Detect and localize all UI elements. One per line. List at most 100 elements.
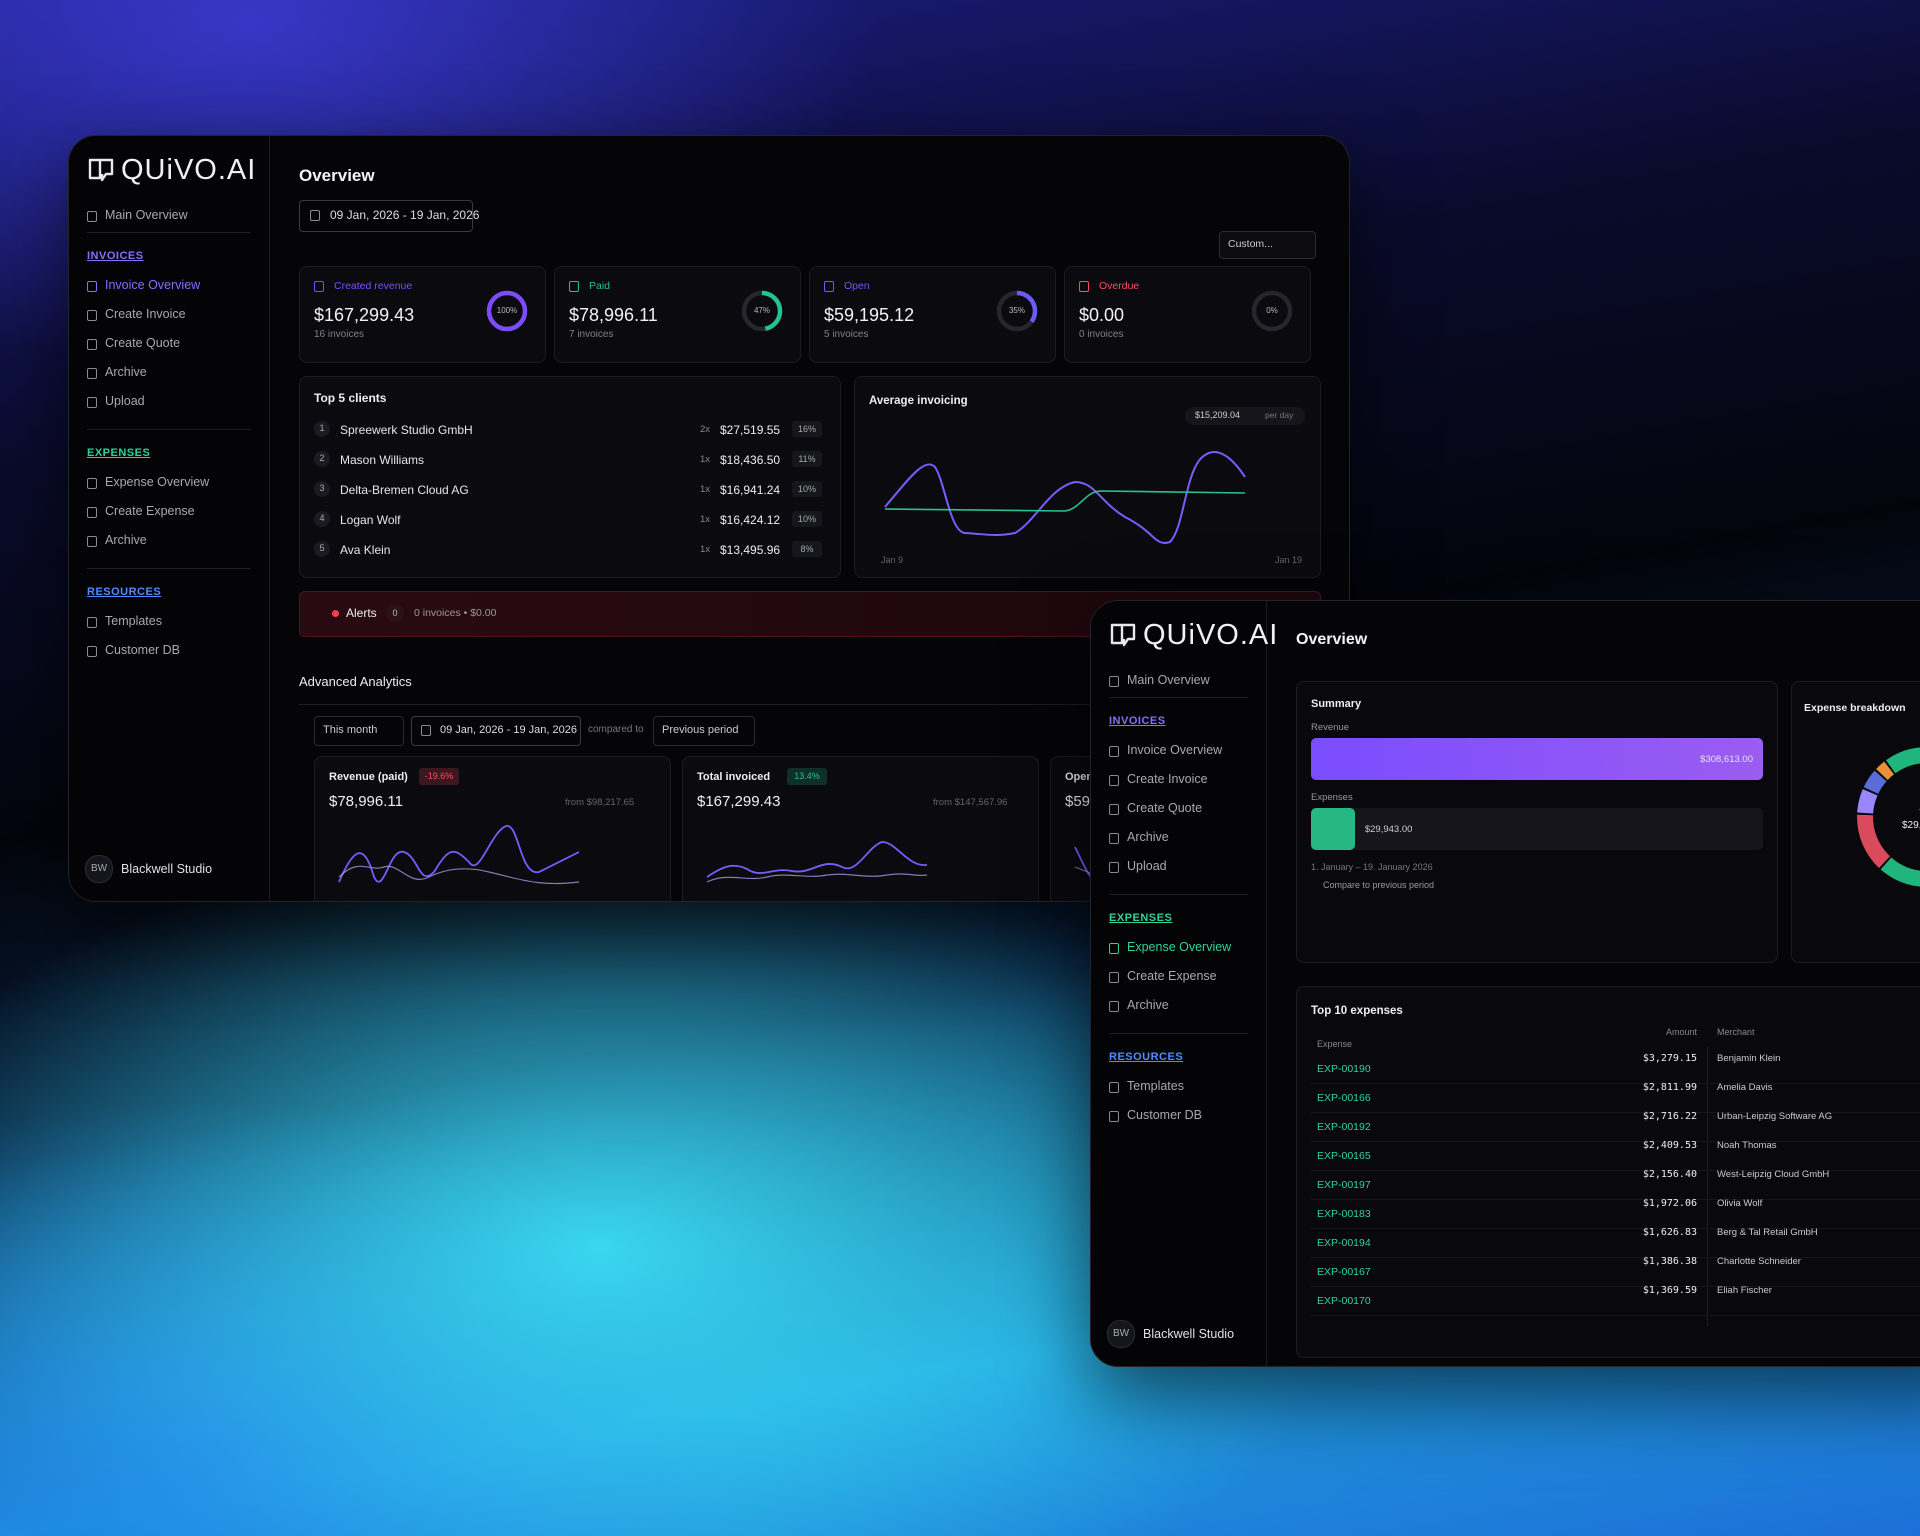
change-value: 13.4% <box>794 771 820 781</box>
merchant: Noah Thomas <box>1717 1140 1777 1151</box>
card-title: Total invoiced <box>697 771 771 783</box>
divider <box>299 704 1319 705</box>
nav-item[interactable]: Upload <box>1127 859 1167 873</box>
alert-dot <box>332 610 339 617</box>
icon <box>87 281 97 292</box>
date-picker[interactable]: 09 Jan, 2026 - 19 Jan, 2026 <box>299 200 479 232</box>
compare-toggle[interactable]: Compare to previous period <box>1323 880 1435 890</box>
expense-amount: $1,626.83 <box>1642 1227 1697 1238</box>
nav-item[interactable]: Create Invoice <box>105 307 186 321</box>
graphic <box>1110 623 1136 647</box>
nav-item[interactable]: Archive <box>105 533 147 547</box>
nav-item[interactable]: Create Quote <box>105 336 181 350</box>
client-share: 10% <box>797 514 816 524</box>
donut-label: 100% <box>496 306 518 315</box>
client-name: Logan Wolf <box>340 513 401 527</box>
donut-arc <box>486 290 528 332</box>
bar-label: Revenue <box>1311 722 1350 733</box>
client-name: Ava Klein <box>340 543 391 557</box>
row-divider <box>1311 1228 1920 1229</box>
icon <box>87 339 97 350</box>
graphic <box>88 158 114 182</box>
nav-item[interactable]: Customer DB <box>105 643 181 657</box>
nav-item[interactable]: Invoice Overview <box>1127 743 1223 757</box>
row-divider <box>1311 1257 1920 1258</box>
icon <box>310 210 320 221</box>
nav-item[interactable]: Archive <box>1127 998 1169 1012</box>
analytics-card: Total invoiced 13.4% $167,299.43 from $147,… <box>682 756 1039 901</box>
row-divider <box>1311 1286 1920 1287</box>
expense-id[interactable]: EXP-00170 <box>1317 1295 1371 1307</box>
nav-item[interactable]: Templates <box>105 614 162 628</box>
donut-segment <box>1857 747 1920 887</box>
client-name: Mason Williams <box>340 453 425 467</box>
graphic <box>884 451 1246 544</box>
nav-item[interactable]: Upload <box>105 394 145 408</box>
nav-item[interactable]: Create Expense <box>105 504 195 518</box>
icon <box>1079 281 1089 292</box>
nav-item[interactable]: Templates <box>1127 1079 1184 1093</box>
graphic <box>741 290 783 332</box>
card-amount: $78,996.11 <box>329 793 403 810</box>
icon <box>87 646 97 657</box>
period-select[interactable]: This month <box>314 716 404 746</box>
average-invoicing-card: Average invoicing $15,209.04 per day Jan 9 J… <box>854 376 1321 578</box>
merchant: Amelia Davis <box>1717 1082 1773 1093</box>
expense-amount: $2,811.99 <box>1642 1082 1697 1093</box>
avatar <box>1107 1320 1135 1348</box>
donut-arc <box>741 290 783 332</box>
rank: 5 <box>319 543 325 553</box>
donut-label: 47% <box>753 306 770 315</box>
nav-item[interactable]: Main Overview <box>1127 673 1210 687</box>
compare-select[interactable]: Previous period <box>653 716 755 746</box>
user-name[interactable]: Blackwell Studio <box>121 862 213 876</box>
column-divider <box>1707 1047 1708 1327</box>
rank: 2 <box>319 453 325 463</box>
icon <box>1109 1001 1119 1012</box>
trend-line <box>884 490 1246 512</box>
kpi-card: Open $59,195.12 5 invoices 35% <box>809 266 1056 363</box>
date-picker[interactable]: 09 Jan, 2026 - 19 Jan, 2026 <box>411 716 581 746</box>
expense-id[interactable]: EXP-00194 <box>1317 1237 1371 1249</box>
logo-icon <box>88 158 114 182</box>
merchant: Urban-Leipzig Software AG <box>1717 1111 1833 1122</box>
alerts-detail: 0 invoices • $0.00 <box>414 607 497 619</box>
nav-item[interactable]: Invoice Overview <box>105 278 201 292</box>
icon <box>1109 1082 1119 1093</box>
date-range: 09 Jan, 2026 - 19 Jan, 2026 <box>330 208 480 222</box>
sparkline <box>338 825 580 883</box>
nav-item[interactable]: Expense Overview <box>105 475 210 489</box>
expense-id[interactable]: EXP-00166 <box>1317 1092 1371 1104</box>
expense-id[interactable]: EXP-00197 <box>1317 1179 1371 1191</box>
nav-item[interactable]: Expense Overview <box>1127 940 1232 954</box>
select-value: This month <box>323 724 378 736</box>
section-title: Advanced Analytics <box>299 674 412 689</box>
previous-amount: from $147,567.96 <box>933 797 1008 808</box>
nav-item[interactable]: Main Overview <box>105 208 188 222</box>
expense-id[interactable]: EXP-00165 <box>1317 1150 1371 1162</box>
expense-id[interactable]: EXP-00167 <box>1317 1266 1371 1278</box>
icon <box>569 281 579 292</box>
icon <box>87 507 97 518</box>
nav-item[interactable]: Archive <box>105 365 147 379</box>
kpi-card: Paid $78,996.11 7 invoices 47% <box>554 266 801 363</box>
period-select[interactable]: Custom... <box>1219 231 1316 259</box>
nav-item[interactable]: Create Invoice <box>1127 772 1208 786</box>
donut-label: 35% <box>1008 306 1025 315</box>
icon <box>1109 804 1119 815</box>
nav-item[interactable]: Customer DB <box>1127 1108 1203 1122</box>
client-amount: $13,495.96 <box>720 543 781 557</box>
kpi-amount: $167,299.43 <box>314 305 415 325</box>
alerts-count: 0 <box>392 608 398 618</box>
expense-id[interactable]: EXP-00192 <box>1317 1121 1371 1133</box>
expense-id[interactable]: EXP-00183 <box>1317 1208 1371 1220</box>
count-pill <box>386 604 404 622</box>
nav-item[interactable]: Create Quote <box>1127 801 1203 815</box>
card-title: Top 5 clients <box>314 391 387 405</box>
expense-id[interactable]: EXP-00190 <box>1317 1063 1371 1075</box>
icon <box>1109 746 1119 757</box>
nav-item[interactable]: Create Expense <box>1127 969 1217 983</box>
kpi-label: Paid <box>589 280 611 292</box>
nav-item[interactable]: Archive <box>1127 830 1169 844</box>
user-name[interactable]: Blackwell Studio <box>1143 1327 1235 1341</box>
